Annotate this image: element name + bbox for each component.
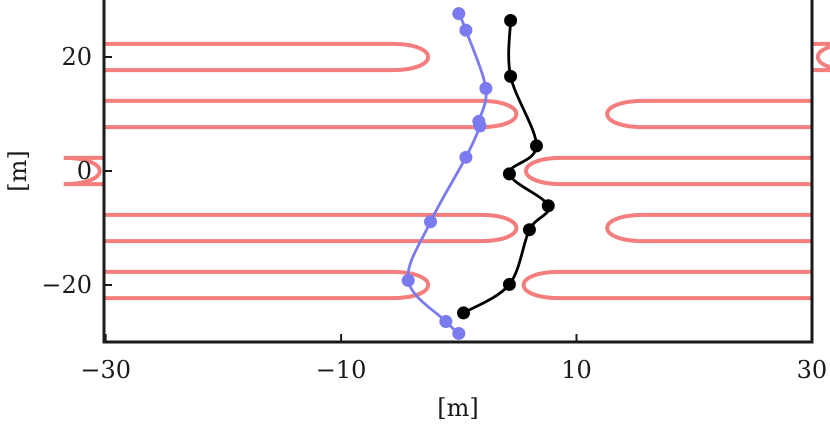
lanes-layer xyxy=(63,41,830,301)
trajectory-point-1-6 xyxy=(502,277,516,291)
x-tick-label-2: 10 xyxy=(561,356,592,384)
trajectory-point-0-8 xyxy=(439,314,453,328)
lane-curve-2 xyxy=(524,155,812,187)
y-tick-label-1: 0 xyxy=(77,157,92,185)
x-tick-label-0: −30 xyxy=(80,356,131,384)
trajectory-point-1-0 xyxy=(504,14,518,28)
trajectory-point-0-1 xyxy=(459,23,473,37)
trajectory-point-1-3 xyxy=(502,167,516,181)
trajectory-point-0-9 xyxy=(452,326,466,340)
x-tick-label-3: 30 xyxy=(797,356,828,384)
lane-curve-9 xyxy=(521,269,812,301)
lane-curve-0 xyxy=(104,41,430,73)
trajectory-point-1-4 xyxy=(541,199,555,213)
x-axis-label: [m] xyxy=(437,394,478,422)
series-layer xyxy=(401,7,555,340)
y-tick-label-2: −20 xyxy=(41,271,92,299)
trajectory-point-1-1 xyxy=(504,69,518,83)
trajectory-point-0-6 xyxy=(424,215,438,229)
trajectory-point-0-5 xyxy=(459,150,473,164)
lane-curve-5 xyxy=(812,41,830,73)
lane-curve-4 xyxy=(104,269,430,301)
y-axis-label: [m] xyxy=(4,150,32,191)
x-tick-label-1: −10 xyxy=(316,356,367,384)
trajectory-point-0-4 xyxy=(473,119,487,133)
trajectory-line-0 xyxy=(406,13,488,335)
y-tick-label-0: 20 xyxy=(61,43,92,71)
lane-curve-7 xyxy=(63,155,104,187)
trajectory-point-0-0 xyxy=(452,7,466,21)
trajectory-point-0-2 xyxy=(479,81,493,95)
trajectory-point-0-7 xyxy=(401,273,415,287)
lane-curve-8 xyxy=(104,212,519,244)
lane-curve-1 xyxy=(605,98,812,130)
lane-curve-3 xyxy=(605,212,812,244)
lane-curve-6 xyxy=(104,98,519,130)
trajectory-point-1-5 xyxy=(522,223,536,237)
trajectory-point-1-2 xyxy=(529,139,543,153)
ticks-layer: −30 −10 10 30 20 0 −20 xyxy=(41,43,827,384)
trajectory-line-1 xyxy=(462,20,551,315)
trajectory-point-1-7 xyxy=(457,306,471,320)
